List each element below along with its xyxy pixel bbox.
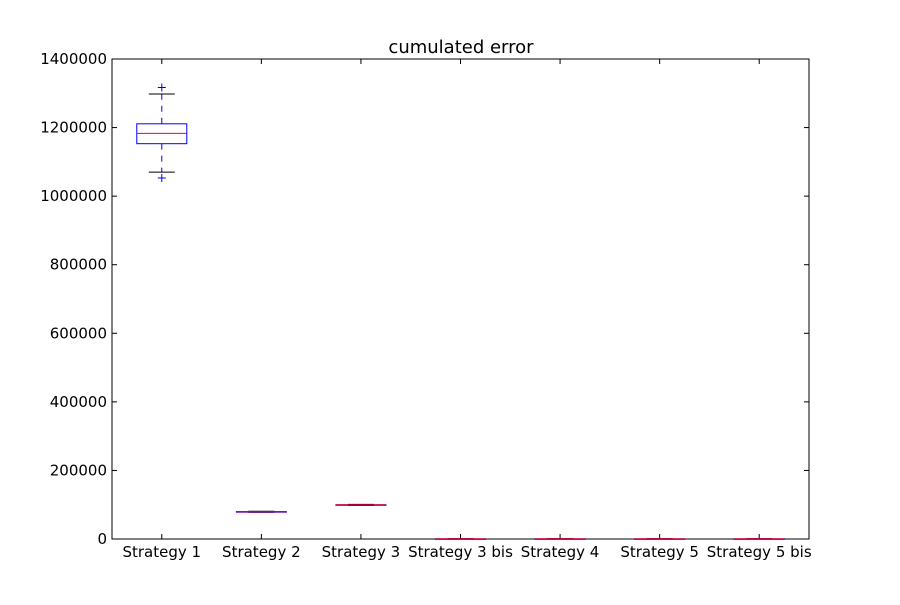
box-group [534, 538, 586, 540]
box-group [136, 83, 188, 182]
y-tick-label: 1400000 [40, 50, 107, 68]
outlier-marker [157, 173, 166, 182]
x-tick-label: Strategy 5 [620, 543, 699, 561]
x-tick-label: Strategy 4 [521, 543, 600, 561]
box-group [335, 503, 387, 506]
x-tick-label: Strategy 3 [322, 543, 401, 561]
y-tick-label: 800000 [50, 256, 107, 274]
box-group [235, 510, 287, 513]
axes-frame [111, 58, 810, 540]
y-tick-label: 400000 [50, 393, 107, 411]
box-group [634, 538, 686, 540]
box-group [733, 538, 785, 540]
x-tick-label: Strategy 2 [222, 543, 301, 561]
y-tick-label: 1000000 [40, 187, 107, 205]
outlier-marker [157, 83, 166, 92]
x-tick-label: Strategy 3 bis [408, 543, 513, 561]
x-tick-label: Strategy 5 bis [707, 543, 812, 561]
y-tick-label: 200000 [50, 461, 107, 479]
chart-title: cumulated error [388, 37, 534, 58]
y-tick-label: 0 [97, 530, 107, 548]
y-tick-label: 600000 [50, 324, 107, 342]
box-group [435, 538, 486, 540]
plot-area: 0 200000 400000 600000 800000 1000000 1200000 1… [40, 50, 812, 561]
x-tick-label: Strategy 1 [122, 543, 201, 561]
y-tick-label: 1200000 [40, 119, 107, 137]
